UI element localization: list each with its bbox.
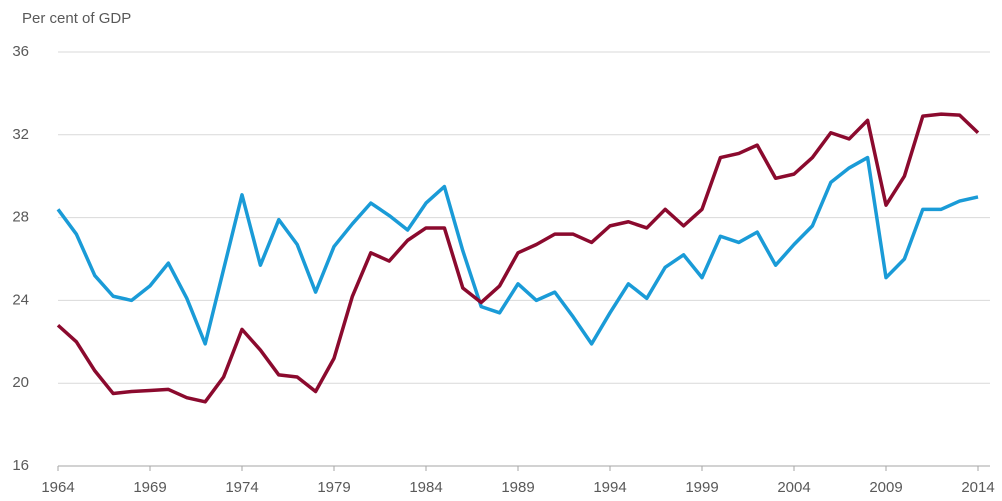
x-tick-label: 1984: [409, 479, 442, 496]
x-tick-label: 1964: [41, 479, 74, 496]
y-tick-label: 36: [12, 43, 29, 60]
x-tick-label: 1974: [225, 479, 258, 496]
y-tick-label: 16: [12, 457, 29, 474]
x-tick-label: 1994: [593, 479, 626, 496]
y-tick-label: 20: [12, 374, 29, 391]
x-tick-label: 1989: [501, 479, 534, 496]
x-tick-label: 2014: [961, 479, 994, 496]
x-tick-label: 2004: [777, 479, 810, 496]
x-tick-label: 1999: [685, 479, 718, 496]
series-line: [56, 155, 979, 346]
y-tick-label: 28: [12, 209, 29, 226]
y-tick-label: 24: [12, 291, 29, 308]
x-tick-label: 1969: [133, 479, 166, 496]
y-tick-label: 32: [12, 126, 29, 143]
series-line: [56, 112, 980, 404]
x-tick-label: 1979: [317, 479, 350, 496]
y-axis-label: Per cent of GDP: [22, 10, 131, 27]
x-tick-label: 2009: [869, 479, 902, 496]
